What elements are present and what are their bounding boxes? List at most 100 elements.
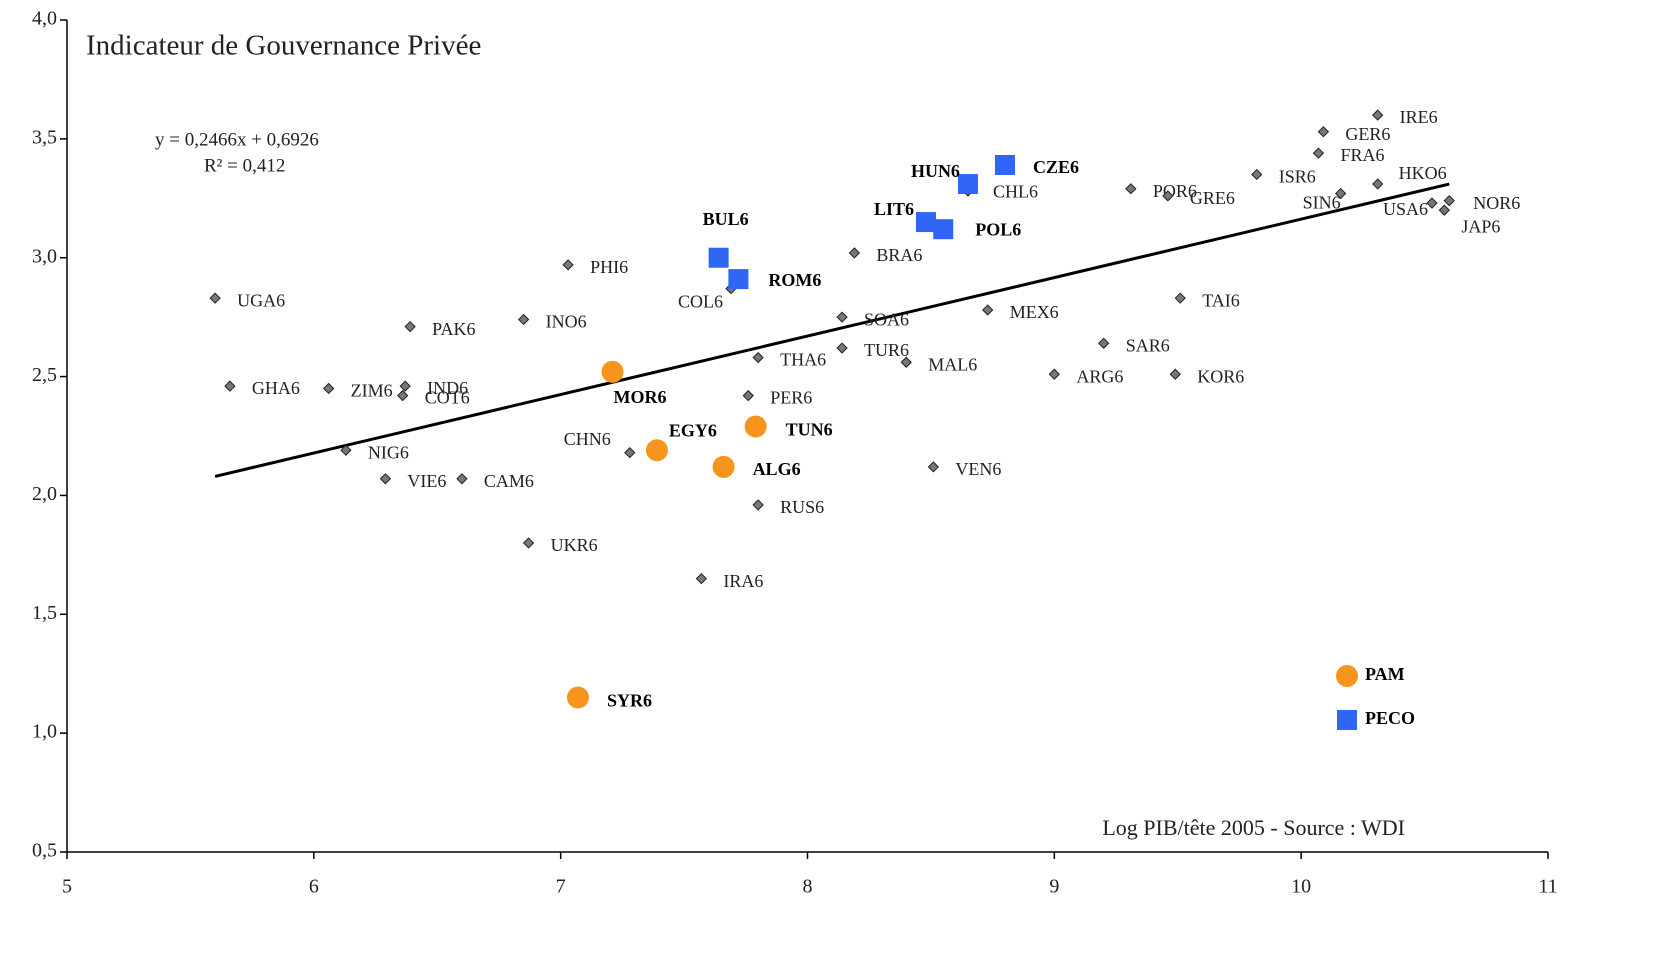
point-label: CHL6 xyxy=(993,181,1038,201)
point-label: INO6 xyxy=(546,312,587,332)
legend-label: PECO xyxy=(1365,708,1415,728)
legend-marker xyxy=(1337,710,1357,730)
point-label: TAI6 xyxy=(1202,290,1240,310)
point xyxy=(224,380,236,392)
point xyxy=(933,219,954,240)
point xyxy=(209,292,221,304)
point xyxy=(399,380,411,392)
legend-marker xyxy=(1336,665,1358,687)
point-label: NOR6 xyxy=(1473,193,1520,213)
point xyxy=(522,537,535,549)
point-label: POL6 xyxy=(975,219,1021,239)
point-label: VIE6 xyxy=(407,471,446,491)
point-label: TUN6 xyxy=(786,420,833,440)
y-tick-label: 2,5 xyxy=(32,364,57,386)
equation: y = 0,2466x + 0,6926 xyxy=(155,129,319,150)
point-label: HKO6 xyxy=(1399,163,1447,183)
legend-label: PAM xyxy=(1365,664,1405,684)
point xyxy=(1426,197,1438,209)
point xyxy=(517,313,530,326)
point xyxy=(744,415,767,438)
point-label: SYR6 xyxy=(607,691,652,711)
point-label: GRE6 xyxy=(1190,188,1235,208)
point xyxy=(566,686,589,709)
point xyxy=(562,259,574,271)
point-label: RUS6 xyxy=(780,497,824,517)
point-label: CHN6 xyxy=(564,429,611,449)
x-tick-label: 10 xyxy=(1291,876,1311,898)
point xyxy=(708,247,729,268)
y-tick-label: 1,0 xyxy=(32,721,57,743)
x-tick-label: 5 xyxy=(62,876,72,898)
x-tick-label: 8 xyxy=(803,876,813,898)
point xyxy=(601,360,624,383)
point xyxy=(1169,368,1181,380)
point xyxy=(645,439,668,462)
point xyxy=(1125,183,1137,195)
point xyxy=(742,389,754,402)
point-label: COL6 xyxy=(678,292,723,312)
point xyxy=(1312,147,1325,159)
point xyxy=(695,572,708,585)
point-label: SAR6 xyxy=(1126,335,1170,355)
point-label: TUR6 xyxy=(864,340,909,360)
point-label: UKR6 xyxy=(551,535,598,555)
point xyxy=(322,382,335,395)
point-label: COT6 xyxy=(425,388,470,408)
point xyxy=(957,174,978,195)
point xyxy=(994,155,1015,176)
r-squared: R² = 0,412 xyxy=(204,155,285,176)
point-label: GER6 xyxy=(1345,124,1390,144)
point xyxy=(1162,190,1174,202)
point xyxy=(1335,187,1347,200)
point xyxy=(752,499,764,511)
point-label: CAM6 xyxy=(484,471,534,491)
y-tick-label: 3,0 xyxy=(32,245,57,267)
point-label: MAL6 xyxy=(928,354,977,374)
point-label: HUN6 xyxy=(911,161,960,181)
point xyxy=(836,311,848,323)
point xyxy=(379,473,392,485)
x-tick-label: 6 xyxy=(309,876,319,898)
x-tick-label: 7 xyxy=(556,876,566,898)
point xyxy=(1174,292,1186,304)
point xyxy=(624,446,636,459)
point xyxy=(1372,109,1384,121)
point-label: ARG6 xyxy=(1076,366,1123,386)
point-label: KOR6 xyxy=(1197,366,1244,386)
point xyxy=(397,389,409,402)
point xyxy=(1098,337,1110,349)
x-tick-label: 9 xyxy=(1049,876,1059,898)
point xyxy=(836,342,848,354)
y-tick-label: 4,0 xyxy=(32,8,57,30)
point-label: ALG6 xyxy=(753,459,801,479)
point-label: LIT6 xyxy=(874,199,914,219)
point-label: IRE6 xyxy=(1400,107,1438,127)
point-label: SOA6 xyxy=(864,309,909,329)
point-label: USA6 xyxy=(1383,199,1428,219)
point xyxy=(728,269,749,290)
point-label: PHI6 xyxy=(590,257,628,277)
point xyxy=(1048,368,1060,380)
x-tick-label: 11 xyxy=(1538,876,1557,898)
point-label: IND6 xyxy=(427,378,468,398)
point-label: ZIM6 xyxy=(351,381,393,401)
point xyxy=(1317,126,1330,138)
point xyxy=(900,356,912,368)
x-axis-label: Log PIB/tête 2005 - Source : WDI xyxy=(1102,815,1405,840)
point-label: THA6 xyxy=(780,350,826,370)
point-label: FRA6 xyxy=(1340,145,1384,165)
point-label: PAK6 xyxy=(432,319,475,339)
point-label: PER6 xyxy=(770,388,812,408)
point-label: NIG6 xyxy=(368,442,409,462)
point xyxy=(752,351,764,364)
point-label: SIN6 xyxy=(1303,193,1341,213)
point-label: UGA6 xyxy=(237,290,285,310)
y-tick-label: 0,5 xyxy=(32,840,57,862)
point-label: ISR6 xyxy=(1279,167,1316,187)
point-label: MOR6 xyxy=(614,387,667,407)
point xyxy=(982,304,994,316)
y-tick-label: 2,0 xyxy=(32,483,57,505)
point-label: IRA6 xyxy=(723,571,763,591)
